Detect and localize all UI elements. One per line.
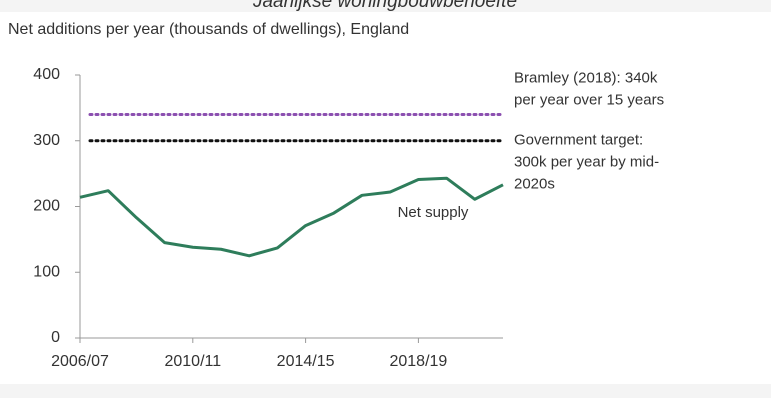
x-tick-label: 2006/07 — [51, 353, 109, 370]
x-tick-label: 2010/11 — [164, 353, 221, 370]
y-tick-label: 400 — [33, 66, 60, 83]
y-tick-label: 300 — [33, 132, 60, 149]
reference-label: 2020s — [514, 176, 555, 193]
reference-label: Government target: — [514, 132, 643, 149]
line-series — [79, 176, 504, 258]
y-tick-label: 0 — [51, 329, 60, 346]
heading: Jaarlijkse woningbouwbehoefte — [252, 0, 517, 12]
x-tick-label: 2014/15 — [277, 353, 335, 370]
reference-label: Bramley (2018): 340k — [514, 69, 658, 86]
x-tick-label: 2018/19 — [389, 353, 447, 370]
chart-title: Net additions per year (thousands of dwe… — [8, 21, 409, 38]
y-tick-label: 200 — [33, 198, 60, 215]
y-tick-label: 100 — [33, 263, 60, 280]
panel — [0, 12, 771, 384]
reference-label: per year over 15 years — [514, 91, 664, 108]
series-label: Net supply — [398, 204, 469, 221]
reference-label: 300k per year by mid- — [514, 154, 659, 171]
